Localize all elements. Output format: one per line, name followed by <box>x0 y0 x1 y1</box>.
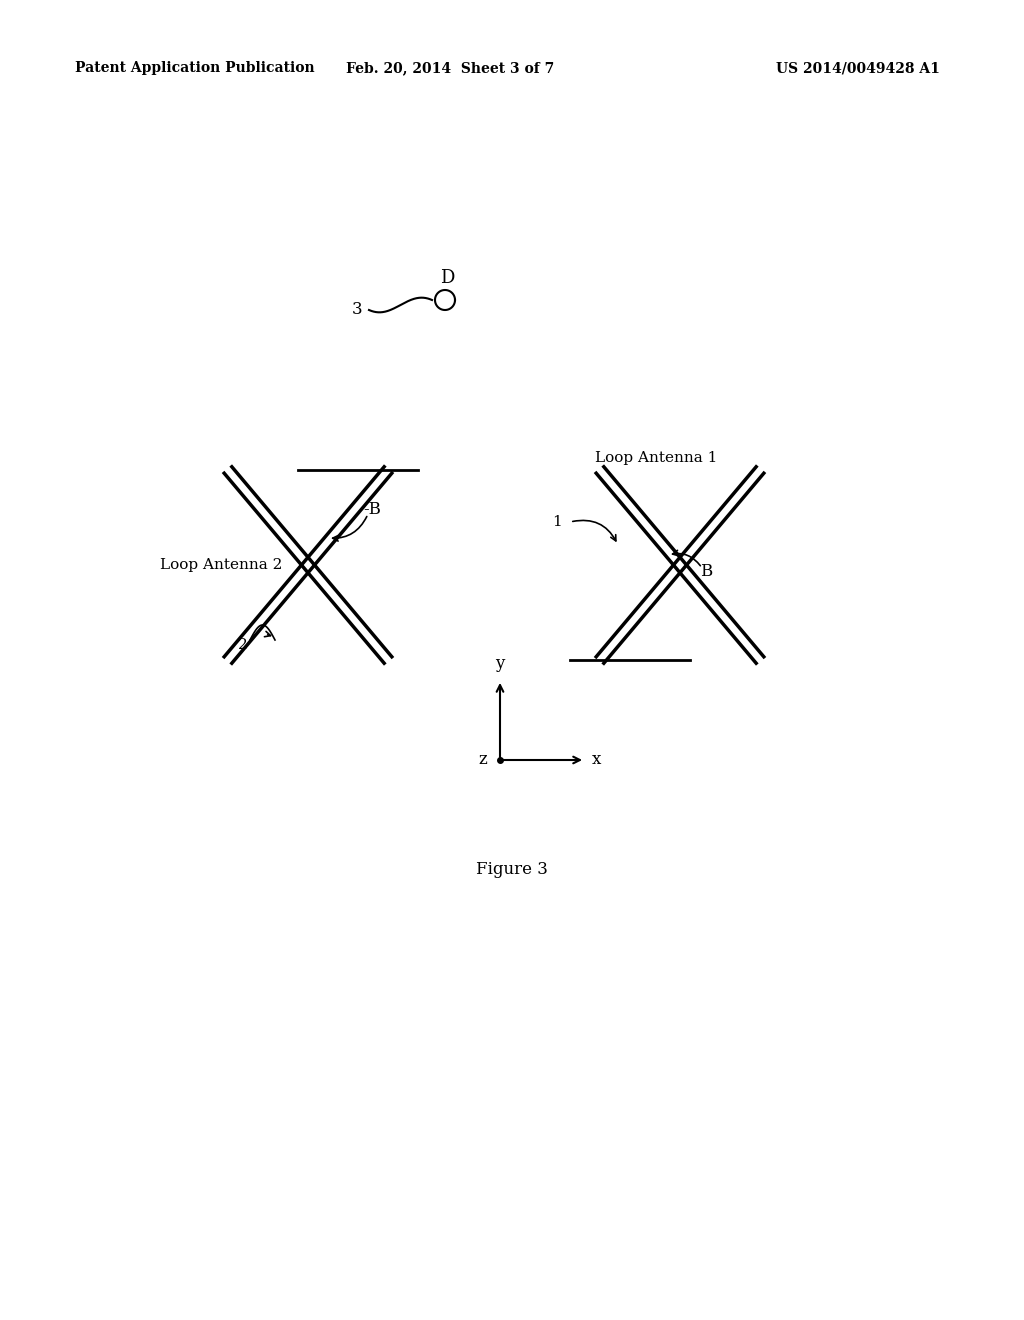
Text: 2: 2 <box>239 638 248 652</box>
Text: Patent Application Publication: Patent Application Publication <box>75 61 314 75</box>
Text: B: B <box>700 564 713 581</box>
Text: -B: -B <box>362 502 381 519</box>
Text: x: x <box>592 751 601 768</box>
Text: US 2014/0049428 A1: US 2014/0049428 A1 <box>776 61 940 75</box>
Text: 1: 1 <box>552 515 562 529</box>
Text: Loop Antenna 2: Loop Antenna 2 <box>160 558 283 572</box>
Text: Feb. 20, 2014  Sheet 3 of 7: Feb. 20, 2014 Sheet 3 of 7 <box>346 61 554 75</box>
Text: Figure 3: Figure 3 <box>476 862 548 879</box>
Text: z: z <box>478 751 487 768</box>
Text: D: D <box>440 269 455 286</box>
Text: y: y <box>496 655 505 672</box>
Text: Loop Antenna 1: Loop Antenna 1 <box>595 451 718 465</box>
Text: 3: 3 <box>351 301 362 318</box>
